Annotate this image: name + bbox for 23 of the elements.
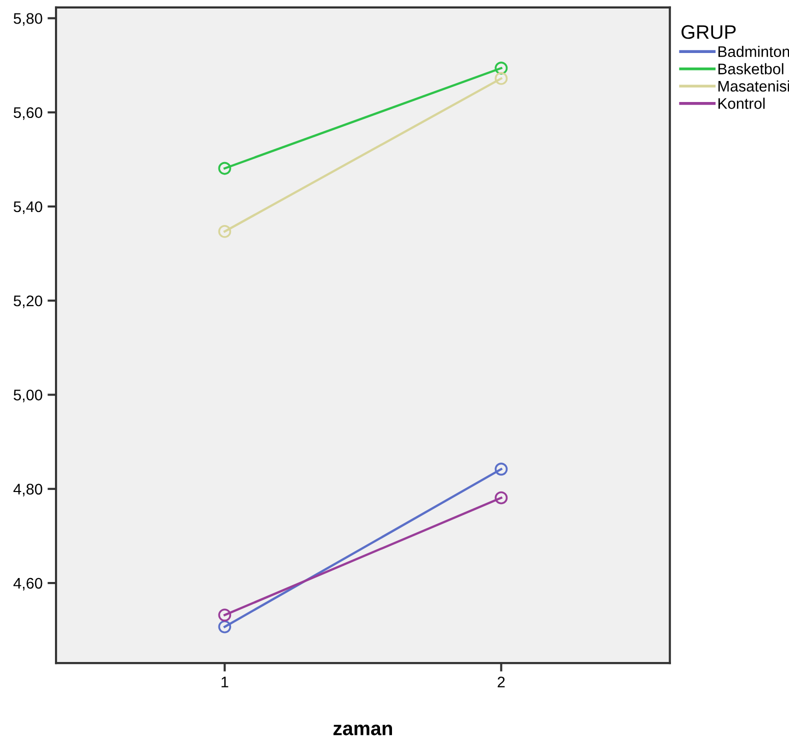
point: [494, 72, 508, 85]
x-tick-label: 1: [222, 676, 228, 688]
legend-title: GRUP: [682, 25, 736, 39]
y-tick-label: 5,20: [14, 295, 42, 308]
point: [218, 620, 232, 634]
x-axis-title: zaman: [333, 724, 392, 736]
legend-label: Badminton: [718, 46, 789, 58]
point: [218, 224, 232, 238]
y-tick-label: 4,60: [13, 578, 42, 591]
y-tick-label: 5,80: [14, 13, 42, 26]
y-tick-label: 4,80: [13, 484, 42, 496]
point: [494, 62, 508, 75]
legend-label: Kontrol: [718, 98, 765, 109]
point: [494, 462, 508, 476]
legend-label: Masatenisi: [718, 80, 789, 92]
y-tick-label: 5,40: [14, 201, 42, 214]
y-tick-label: 5,60: [14, 107, 42, 120]
x-tick-label: 2: [498, 676, 505, 688]
legend-label: Basketbol: [718, 63, 784, 74]
y-tick-label: 5,00: [14, 390, 42, 402]
point: [218, 608, 232, 622]
point: [218, 162, 232, 175]
point: [494, 491, 508, 504]
